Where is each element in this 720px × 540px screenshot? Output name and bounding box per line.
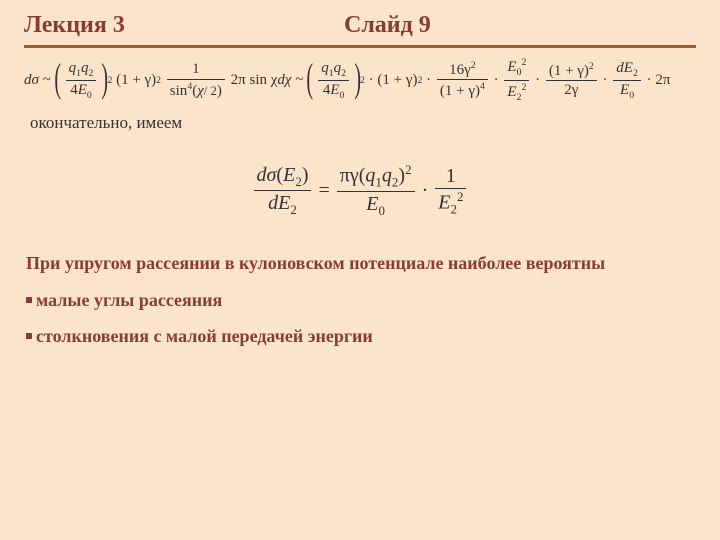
bullet-2-text: столкновения с малой передачей энергии: [36, 322, 373, 351]
bullet-1-text: малые углы рассеяния: [36, 286, 222, 315]
dsigma: dσ: [24, 72, 39, 88]
frac-1pg2-2g: (1 + γ)2 2γ: [546, 62, 597, 100]
2pi-a: 2π: [231, 72, 246, 88]
exp-2-a: 2: [107, 75, 112, 86]
frac-1-sin4: 1 sin4(χ/ 2): [167, 61, 225, 100]
frac-q1q2-4e0-b: q1q2 4E0: [318, 60, 349, 102]
rparen-1: ): [101, 64, 108, 92]
rhs-frac-2: 1 E22: [435, 165, 466, 218]
cdot-center: ·: [422, 179, 429, 201]
cdot-1: ·: [369, 72, 374, 88]
lhs-frac: dσ(E2) dE2: [254, 164, 312, 218]
note-finally: окончательно, имеем: [30, 113, 696, 133]
cdot-6: ·: [647, 72, 652, 88]
rhs-frac-1: πγ(q1q2)2 E0: [337, 163, 415, 219]
equation-1: dσ ~ ( q1q2 4E0 )2 (1 + γ)2 1 sin4(χ/ 2)…: [24, 58, 696, 103]
header-rule: [24, 45, 696, 48]
tilde-2: ~: [295, 72, 303, 88]
slide-header: Лекция 3 Слайд 9: [24, 12, 696, 39]
frac-q1q2-4e0: q1q2 4E0: [66, 60, 97, 102]
frac-de2-e0: dE2 E0: [613, 60, 641, 102]
bullet-2: столкновения с малой передачей энергии: [26, 322, 696, 351]
eq-sign: =: [318, 179, 329, 201]
bullet-1: малые углы рассеяния: [26, 286, 696, 315]
conclusion: При упругом рассеянии в кулоновском поте…: [26, 249, 696, 351]
cdot-4: ·: [535, 72, 540, 88]
cdot-5: ·: [603, 72, 608, 88]
lparen-2: (: [306, 64, 313, 92]
frac-e02-e22: E02 E22: [504, 58, 529, 103]
lecture-number: Лекция 3: [24, 12, 344, 39]
slide-number: Слайд 9: [344, 12, 431, 39]
rparen-2: ): [354, 64, 361, 92]
sinchi: sin χ: [249, 72, 277, 88]
exp-2-d: 2: [418, 75, 423, 86]
exp-2-b: 2: [156, 75, 161, 86]
bullet-square-icon: [26, 297, 32, 303]
cdot-3: ·: [494, 72, 499, 88]
slide: Лекция 3 Слайд 9 dσ ~ ( q1q2 4E0 )2 (1 +…: [0, 0, 720, 540]
equation-2: dσ(E2) dE2 = πγ(q1q2)2 E0 · 1 E22: [24, 163, 696, 219]
bullet-square-icon: [26, 333, 32, 339]
2pi-b: 2π: [655, 72, 670, 88]
tilde-1: ~: [43, 72, 51, 88]
frac-16g2: 16γ2 (1 + γ)4: [437, 61, 488, 101]
dchi: dχ: [277, 72, 291, 88]
lparen-1: (: [54, 64, 61, 92]
conclusion-intro: При упругом рассеянии в кулоновском поте…: [26, 249, 696, 278]
cdot-2: ·: [426, 72, 431, 88]
